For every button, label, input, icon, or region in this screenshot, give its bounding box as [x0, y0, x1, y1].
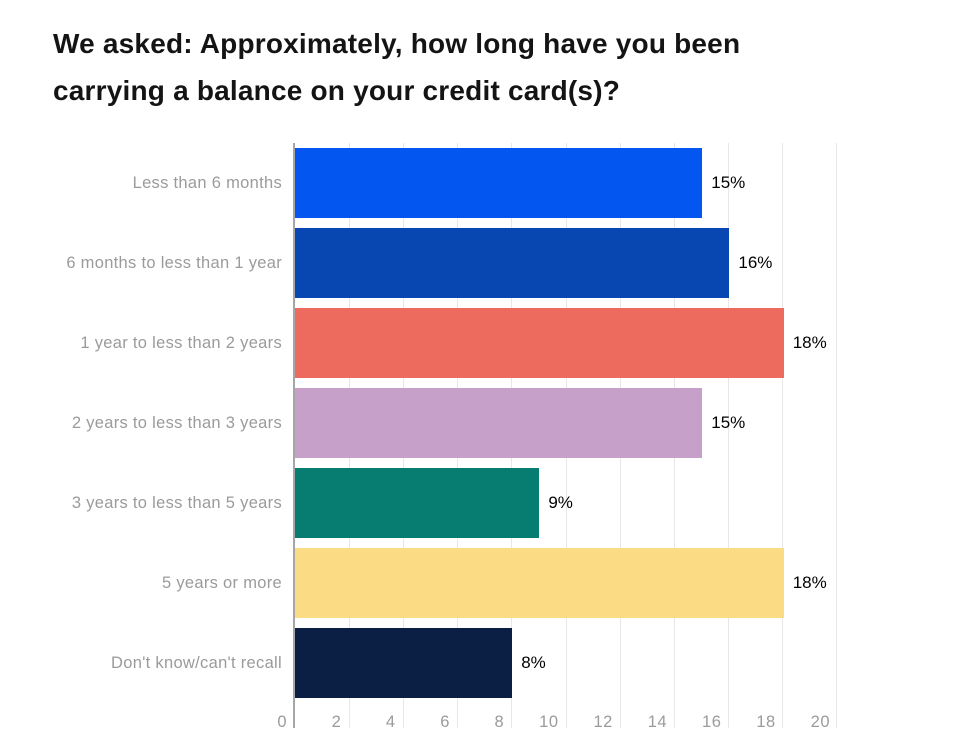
x-axis: 0 2 4 6 8 10 12 14 16 18 20 — [277, 703, 838, 743]
x-tick-label: 16 — [702, 713, 722, 731]
bar-row: 6 months to less than 1 year 16% — [0, 223, 953, 303]
bar-row: Less than 6 months 15% — [0, 143, 953, 223]
bar-track: 18% — [295, 308, 838, 378]
bar-track: 8% — [295, 628, 838, 698]
bar — [295, 388, 703, 458]
category-label: 3 years to less than 5 years — [71, 493, 282, 512]
x-tick-label: 6 — [440, 713, 450, 731]
bar — [295, 548, 784, 618]
chart-title: We asked: Approximately, how long have y… — [53, 20, 843, 114]
bar-row: Don't know/can't recall 8% — [0, 623, 953, 703]
x-tick-label: 18 — [756, 713, 776, 731]
value-label: 16% — [738, 253, 773, 272]
bar — [295, 228, 730, 298]
bar-track: 16% — [295, 228, 838, 298]
value-label: 15% — [711, 413, 746, 432]
x-tick-label: 2 — [331, 713, 342, 731]
bar-row: 2 years to less than 3 years 15% — [0, 383, 953, 463]
bar-rows: Less than 6 months 15% 6 months to less th… — [0, 143, 953, 703]
bar-row: 5 years or more 18% — [0, 543, 953, 623]
category-label: 1 year to less than 2 years — [80, 333, 282, 352]
value-label: 18% — [792, 333, 827, 352]
bar-track: 18% — [295, 548, 838, 618]
bar-track: 15% — [295, 148, 838, 218]
category-label: 2 years to less than 3 years — [71, 413, 282, 432]
bar-row: 1 year to less than 2 years 18% — [0, 303, 953, 383]
bar — [295, 148, 703, 218]
bar — [295, 308, 784, 378]
x-tick-label: 0 — [277, 713, 287, 731]
x-tick-label: 10 — [539, 713, 559, 731]
x-tick-label: 14 — [647, 713, 668, 731]
bar-chart: Less than 6 months 15% 6 months to less th… — [0, 143, 953, 748]
chart-title-line-1: We asked: Approximately, how long have y… — [53, 28, 741, 59]
value-label: 9% — [548, 493, 573, 512]
x-tick-label: 4 — [385, 713, 396, 731]
bar-track: 15% — [295, 388, 838, 458]
bar — [295, 468, 540, 538]
value-label: 18% — [792, 573, 827, 592]
bar-track: 9% — [295, 468, 838, 538]
gridline — [727, 143, 729, 728]
x-tick-label: 12 — [593, 713, 613, 731]
category-label: Don't know/can't recall — [111, 653, 282, 672]
x-tick-label: 8 — [494, 713, 505, 731]
value-label: 15% — [711, 173, 746, 192]
bar-row: 3 years to less than 5 years 9% — [0, 463, 953, 543]
gridline — [836, 143, 837, 728]
gridline — [781, 143, 783, 728]
x-tick-label: 20 — [810, 713, 830, 731]
value-label: 8% — [521, 653, 546, 672]
category-label: 5 years or more — [161, 573, 282, 592]
chart-title-line-2: carrying a balance on your credit card(s… — [53, 75, 621, 106]
bar — [295, 628, 513, 698]
category-label: 6 months to less than 1 year — [66, 253, 282, 272]
category-label: Less than 6 months — [132, 173, 282, 192]
